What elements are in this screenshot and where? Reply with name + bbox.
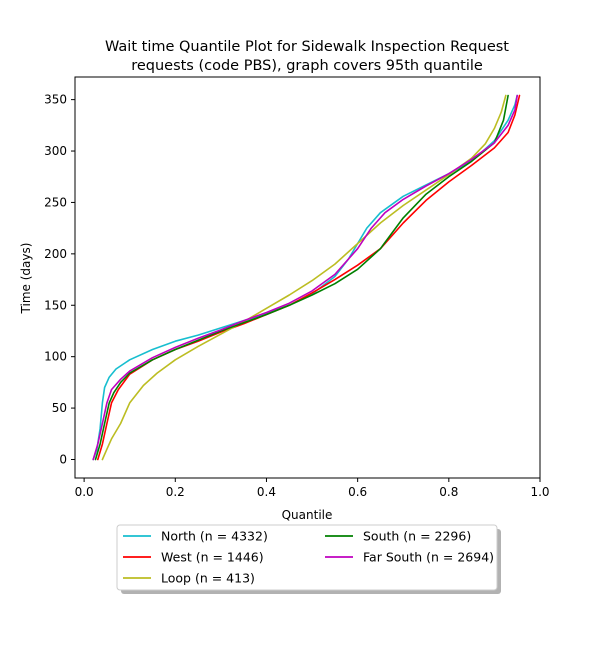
plot-frame [74,76,541,479]
x-tick-label: 0.0 [75,485,94,499]
series-layer [92,94,521,461]
x-tick-label: 1.0 [530,485,549,499]
y-tick-label: 350 [44,93,67,107]
series-line-2 [97,94,521,461]
legend-label: South (n = 2296) [363,529,471,544]
y-axis-label: Time (days) [19,243,33,315]
y-tick-label: 0 [59,452,67,466]
x-tick-label: 0.4 [257,485,276,499]
legend-box [116,524,498,591]
legend-item: Far South (n = 2694) [325,550,494,565]
series-line-5 [92,94,519,461]
legend-items: North (n = 4332) West (n = 1446) Loop (n =… [123,529,494,586]
legend-item: West (n = 1446) [123,550,264,565]
y-tick-label: 150 [44,298,67,312]
chart-subtitle: requests (code PBS), graph covers 95th q… [131,58,483,74]
x-tick-label: 0.2 [166,485,185,499]
legend-label: Far South (n = 2694) [363,550,494,565]
x-axis-label: Quantile [282,508,333,522]
series-line-3 [101,94,507,461]
series-line-1 [92,94,519,461]
legend-item: South (n = 2296) [325,529,471,544]
y-axis: 0 50 100 150 200 250 300 350 [44,93,75,466]
legend: North (n = 4332) West (n = 1446) Loop (n =… [116,524,501,594]
x-axis: 0.0 0.2 0.4 0.6 0.8 1.0 [75,478,550,499]
x-tick-label: 0.6 [348,485,367,499]
chart-title: Wait time Quantile Plot for Sidewalk Ins… [105,39,509,55]
legend-item: Loop (n = 413) [123,571,255,586]
legend-label: West (n = 1446) [161,550,264,565]
y-tick-label: 100 [44,350,67,364]
series-line-4 [94,94,509,461]
y-tick-label: 50 [52,401,67,415]
legend-item: North (n = 4332) [123,529,268,544]
y-tick-label: 200 [44,247,67,261]
y-tick-label: 250 [44,195,67,209]
legend-label: North (n = 4332) [161,529,268,544]
legend-label: Loop (n = 413) [161,571,255,586]
x-tick-label: 0.8 [439,485,458,499]
y-tick-label: 300 [44,144,67,158]
